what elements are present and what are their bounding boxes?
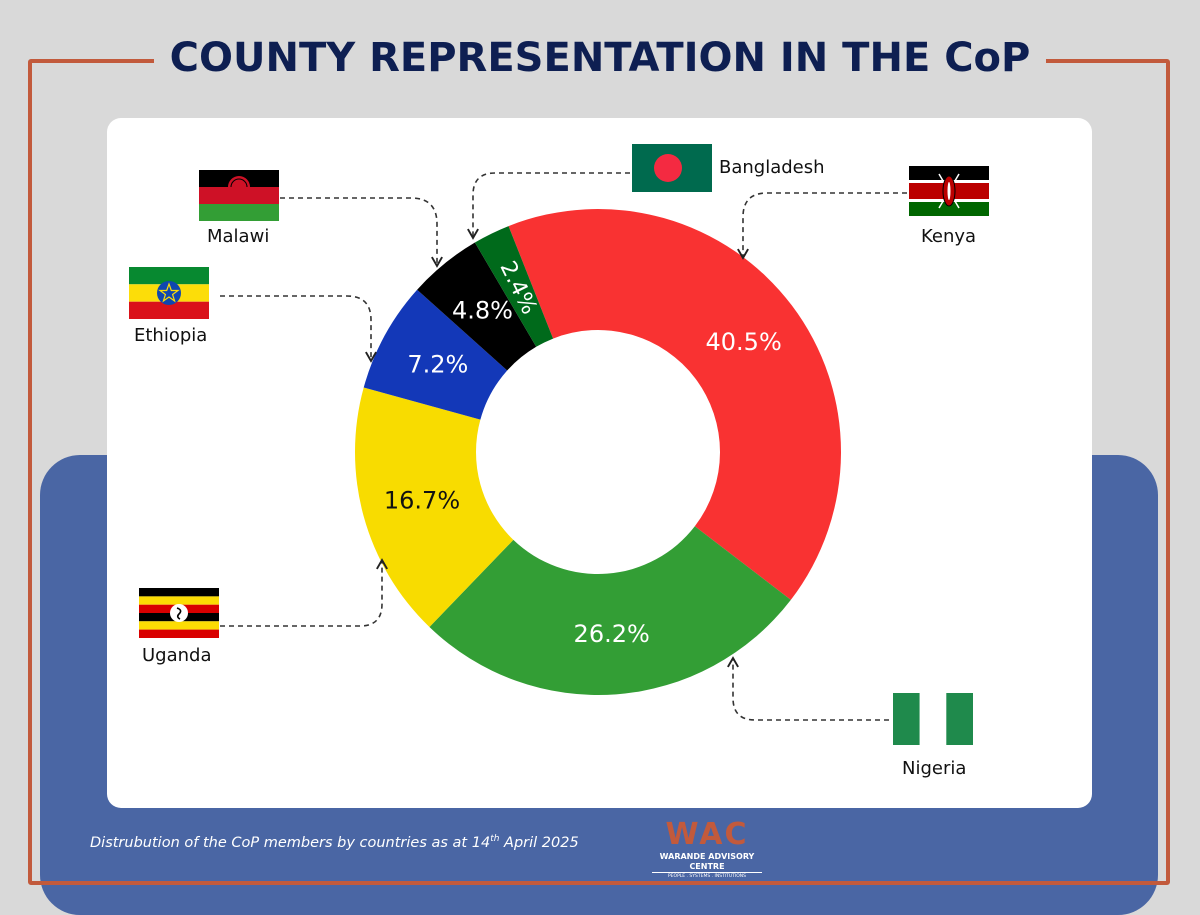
caption-end: April 2025 <box>499 834 579 851</box>
uganda-flag-icon <box>139 588 219 638</box>
logo-tagline: PEOPLE . SYSTEMS . INSTITUTIONS <box>652 872 762 879</box>
value-label-malawi: 4.8% <box>452 297 513 325</box>
nigeria-flag-icon <box>893 693 973 745</box>
connector-nigeria <box>727 656 889 721</box>
wac-logo: WAC WARANDE ADVISORY CENTRE PEOPLE . SYS… <box>652 818 762 882</box>
slice-nigeria <box>429 526 791 695</box>
title-bar: COUNTY REPRESENTATION IN THE CoP <box>0 26 1200 90</box>
slice-kenya <box>508 209 841 600</box>
label-bangladesh: Bangladesh <box>719 157 825 178</box>
logo-name: WARANDE ADVISORY CENTRE <box>659 852 755 871</box>
slice-malawi <box>417 242 537 371</box>
connector-ethiopia <box>220 295 377 363</box>
slice-uganda <box>355 387 514 628</box>
value-label-kenya: 40.5% <box>706 328 782 356</box>
kenya-flag-icon <box>909 166 989 216</box>
malawi-flag-icon <box>199 170 279 221</box>
connector-kenya <box>737 192 907 260</box>
logo-mark: WAC <box>665 817 749 852</box>
caption-superscript: th <box>490 834 500 844</box>
value-label-nigeria: 26.2% <box>574 620 650 648</box>
label-uganda: Uganda <box>142 645 212 666</box>
caption-main: Distrubution of the CoP members by count… <box>90 834 491 851</box>
slice-bangladesh <box>474 226 554 347</box>
value-label-uganda: 16.7% <box>384 486 460 514</box>
connector-malawi <box>280 197 443 268</box>
connector-uganda <box>220 558 388 627</box>
label-kenya: Kenya <box>921 226 977 247</box>
page-title: COUNTY REPRESENTATION IN THE CoP <box>153 26 1047 90</box>
connector-bangladesh <box>467 172 630 240</box>
value-label-ethiopia: 7.2% <box>407 351 468 379</box>
label-nigeria: Nigeria <box>902 758 967 779</box>
slice-ethiopia <box>363 289 508 420</box>
label-malawi: Malawi <box>207 226 270 247</box>
bangladesh-flag-icon <box>632 144 712 192</box>
donut-chart: 40.5%26.2%16.7%7.2%4.8%2.4% <box>220 172 907 721</box>
label-ethiopia: Ethiopia <box>134 325 208 346</box>
chart-card: 40.5% 26.2% 16.7% 7.2% 4.8% 2.4% Kenya Bangla… <box>107 118 1092 808</box>
footer-caption: Distrubution of the CoP members by count… <box>90 834 579 851</box>
ethiopia-flag-icon <box>129 267 209 319</box>
